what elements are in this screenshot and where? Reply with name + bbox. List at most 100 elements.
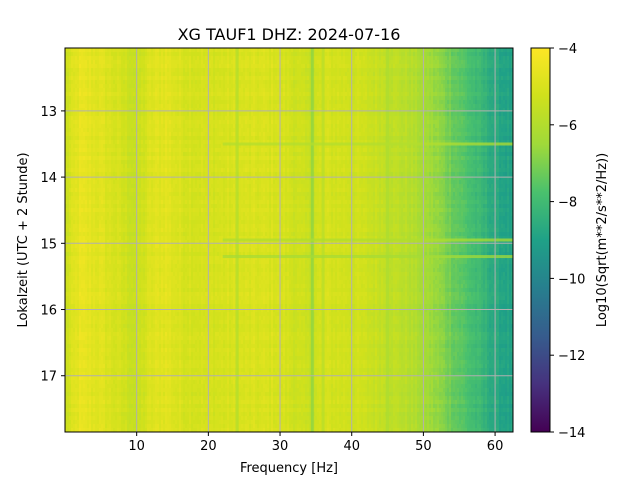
- heatmap-cell: [115, 88, 118, 93]
- heatmap-cell: [113, 68, 116, 73]
- heatmap-cell: [361, 64, 364, 69]
- heatmap-cell: [229, 88, 232, 93]
- heatmap-cell: [339, 76, 342, 81]
- heatmap-cell: [485, 80, 488, 85]
- heatmap-cell: [373, 92, 376, 97]
- heatmap-cell: [173, 72, 176, 77]
- heatmap-cell: [405, 92, 408, 97]
- heatmap-cell: [491, 60, 494, 65]
- heatmap-cell: [425, 64, 428, 69]
- heatmap-cell: [185, 84, 188, 89]
- heatmap-cell: [273, 68, 276, 73]
- heatmap-cell: [225, 68, 228, 73]
- heatmap-cell: [437, 92, 440, 97]
- heatmap-cell: [183, 48, 186, 53]
- heatmap-cell: [371, 60, 374, 65]
- heatmap-cell: [87, 64, 90, 69]
- heatmap-cell: [493, 64, 496, 69]
- heatmap-cell: [85, 96, 88, 101]
- heatmap-cell: [493, 76, 496, 81]
- heatmap-cell: [71, 88, 74, 93]
- heatmap-cell: [377, 76, 380, 81]
- heatmap-cell: [145, 60, 148, 65]
- heatmap-cell: [467, 88, 470, 93]
- heatmap-cell: [245, 64, 248, 69]
- heatmap-cell: [339, 48, 342, 53]
- heatmap-cell: [403, 76, 406, 81]
- heatmap-cell: [335, 60, 338, 65]
- heatmap-cell: [377, 80, 380, 85]
- heatmap-cell: [371, 72, 374, 77]
- heatmap-cell: [491, 48, 494, 53]
- heatmap-cell: [119, 88, 122, 93]
- heatmap-cell: [169, 76, 172, 81]
- heatmap-cell: [291, 88, 294, 93]
- heatmap-cell: [299, 52, 302, 57]
- heatmap-cell: [69, 68, 72, 73]
- heatmap-cell: [277, 92, 280, 97]
- heatmap-cell: [159, 48, 162, 53]
- heatmap-cell: [69, 56, 72, 61]
- heatmap-cell: [193, 52, 196, 57]
- heatmap-cell: [287, 52, 290, 57]
- heatmap-cell: [349, 72, 352, 77]
- heatmap-cell: [317, 60, 320, 65]
- heatmap-cell: [313, 72, 316, 77]
- heatmap-cell: [201, 72, 204, 77]
- heatmap-cell: [363, 68, 366, 73]
- heatmap-cell: [191, 80, 194, 85]
- heatmap-cell: [359, 52, 362, 57]
- heatmap-cell: [199, 88, 202, 93]
- heatmap-cell: [389, 84, 392, 89]
- heatmap-cell: [381, 84, 384, 89]
- heatmap-cell: [263, 52, 266, 57]
- heatmap-cell: [445, 92, 448, 97]
- heatmap-cell: [229, 72, 232, 77]
- heatmap-cell: [431, 56, 434, 61]
- heatmap-cell: [459, 92, 462, 97]
- heatmap-cell: [109, 84, 112, 89]
- heatmap-cell: [283, 64, 286, 69]
- heatmap-cell: [263, 68, 266, 73]
- heatmap-cell: [259, 92, 262, 97]
- heatmap-cell: [173, 52, 176, 57]
- heatmap-cell: [297, 84, 300, 89]
- heatmap-cell: [359, 84, 362, 89]
- heatmap-cell: [77, 60, 80, 65]
- heatmap-cell: [429, 76, 432, 81]
- heatmap-cell: [357, 56, 360, 61]
- heatmap-cell: [197, 52, 200, 57]
- heatmap-cell: [133, 64, 136, 69]
- heatmap-cell: [73, 48, 76, 53]
- heatmap-cell: [187, 64, 190, 69]
- heatmap-cell: [391, 56, 394, 61]
- heatmap-cell: [143, 60, 146, 65]
- heatmap-cell: [469, 52, 472, 57]
- heatmap-cell: [189, 56, 192, 61]
- heatmap-cell: [353, 52, 356, 57]
- heatmap-cell: [147, 68, 150, 73]
- heatmap-cell: [269, 92, 272, 97]
- heatmap-cell: [409, 68, 412, 73]
- heatmap-cell: [303, 72, 306, 77]
- heatmap-cell: [147, 48, 150, 53]
- heatmap-cell: [151, 64, 154, 69]
- heatmap-cell: [409, 80, 412, 85]
- heatmap-cell: [87, 72, 90, 77]
- heatmap-cell: [291, 56, 294, 61]
- heatmap-cell: [475, 68, 478, 73]
- heatmap-cell: [65, 76, 68, 81]
- heatmap-cell: [155, 48, 158, 53]
- heatmap-cell: [189, 52, 192, 57]
- heatmap-cell: [125, 52, 128, 57]
- heatmap-cell: [337, 68, 340, 73]
- heatmap-cell: [201, 88, 204, 93]
- heatmap-cell: [165, 80, 168, 85]
- heatmap-cell: [355, 92, 358, 97]
- heatmap-cell: [325, 48, 328, 53]
- heatmap-cell: [75, 60, 78, 65]
- heatmap-cell: [361, 84, 364, 89]
- heatmap-cell: [415, 92, 418, 97]
- heatmap-cell: [257, 56, 260, 61]
